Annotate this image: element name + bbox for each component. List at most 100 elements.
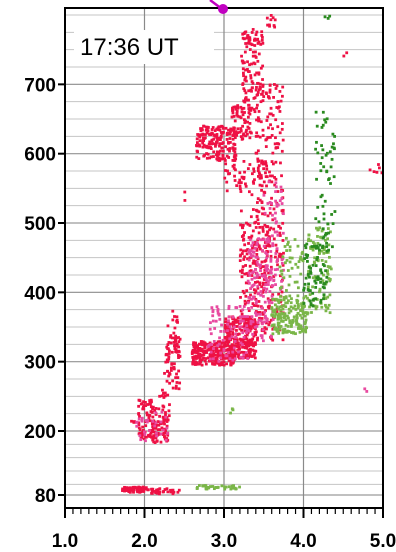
data-point [137,412,141,415]
data-point [264,290,268,294]
data-point [203,341,207,345]
data-point [274,211,277,215]
data-point [267,240,271,244]
data-point [257,40,261,44]
data-point [296,299,300,303]
data-point [264,267,268,270]
data-point [290,323,293,326]
data-point [269,276,273,280]
data-point [234,107,238,111]
data-point [252,270,255,274]
data-point [175,336,179,340]
data-point [161,415,165,419]
data-point [240,271,244,274]
data-point [257,231,261,235]
data-point [247,250,251,254]
data-point [206,348,210,352]
data-point [264,264,268,267]
data-point [323,282,327,286]
data-point [276,100,280,104]
data-point [280,202,284,205]
data-point [306,259,309,263]
data-point [267,126,270,130]
data-point [176,490,180,494]
data-point [163,391,167,395]
data-point [288,256,292,260]
data-point [321,246,324,250]
data-point [239,269,242,273]
data-point [198,353,202,357]
data-point [259,247,262,251]
data-point [212,133,216,137]
data-point [209,350,213,354]
data-point [273,18,277,22]
data-point [162,391,165,395]
data-point [279,185,283,189]
data-point [165,345,169,349]
data-point [279,295,282,298]
data-point [326,306,330,310]
data-point [331,222,335,226]
data-point [248,264,252,268]
data-point [218,340,222,344]
data-point [325,275,329,279]
data-point [154,491,158,495]
data-point [264,321,268,325]
data-point [254,226,258,229]
data-point [276,125,280,129]
data-point [254,333,258,337]
data-point [307,270,311,274]
data-point [298,330,302,334]
data-point [211,357,215,361]
data-point [324,269,327,273]
data-point [197,342,201,346]
data-point [153,430,157,434]
data-point [326,295,330,299]
data-point [154,424,158,428]
data-point [267,301,271,304]
data-point [246,125,250,129]
data-point [219,351,223,355]
data-point [154,436,158,440]
data-point [234,351,238,355]
data-point [271,213,274,217]
data-point [280,197,284,200]
data-point [244,68,247,72]
data-point [257,72,261,76]
data-point [257,119,261,123]
data-point [228,357,232,361]
data-point [239,209,243,213]
data-point [255,103,259,107]
data-point [167,414,171,418]
data-point [271,16,275,20]
data-point [284,236,288,240]
data-point [244,130,248,134]
data-point [216,126,220,130]
data-point [236,127,240,131]
data-point [258,173,262,176]
data-point [250,277,254,281]
data-point [252,324,256,328]
data-point [322,212,326,216]
data-point [246,68,249,71]
data-point [154,413,158,416]
data-point [249,42,253,46]
data-point [254,262,258,266]
data-point [248,112,252,116]
data-point [220,345,224,349]
data-point [247,190,251,194]
data-point [129,487,133,491]
data-point [158,428,162,432]
data-point [272,95,275,99]
data-point [259,42,263,46]
data-point [240,107,244,111]
data-point [255,131,259,135]
data-point [223,320,227,324]
data-point [231,361,235,365]
data-point [260,274,264,278]
data-point [244,294,248,298]
data-point [271,318,275,321]
data-point [165,379,169,383]
data-point [328,150,332,154]
grid-lines [64,8,384,508]
